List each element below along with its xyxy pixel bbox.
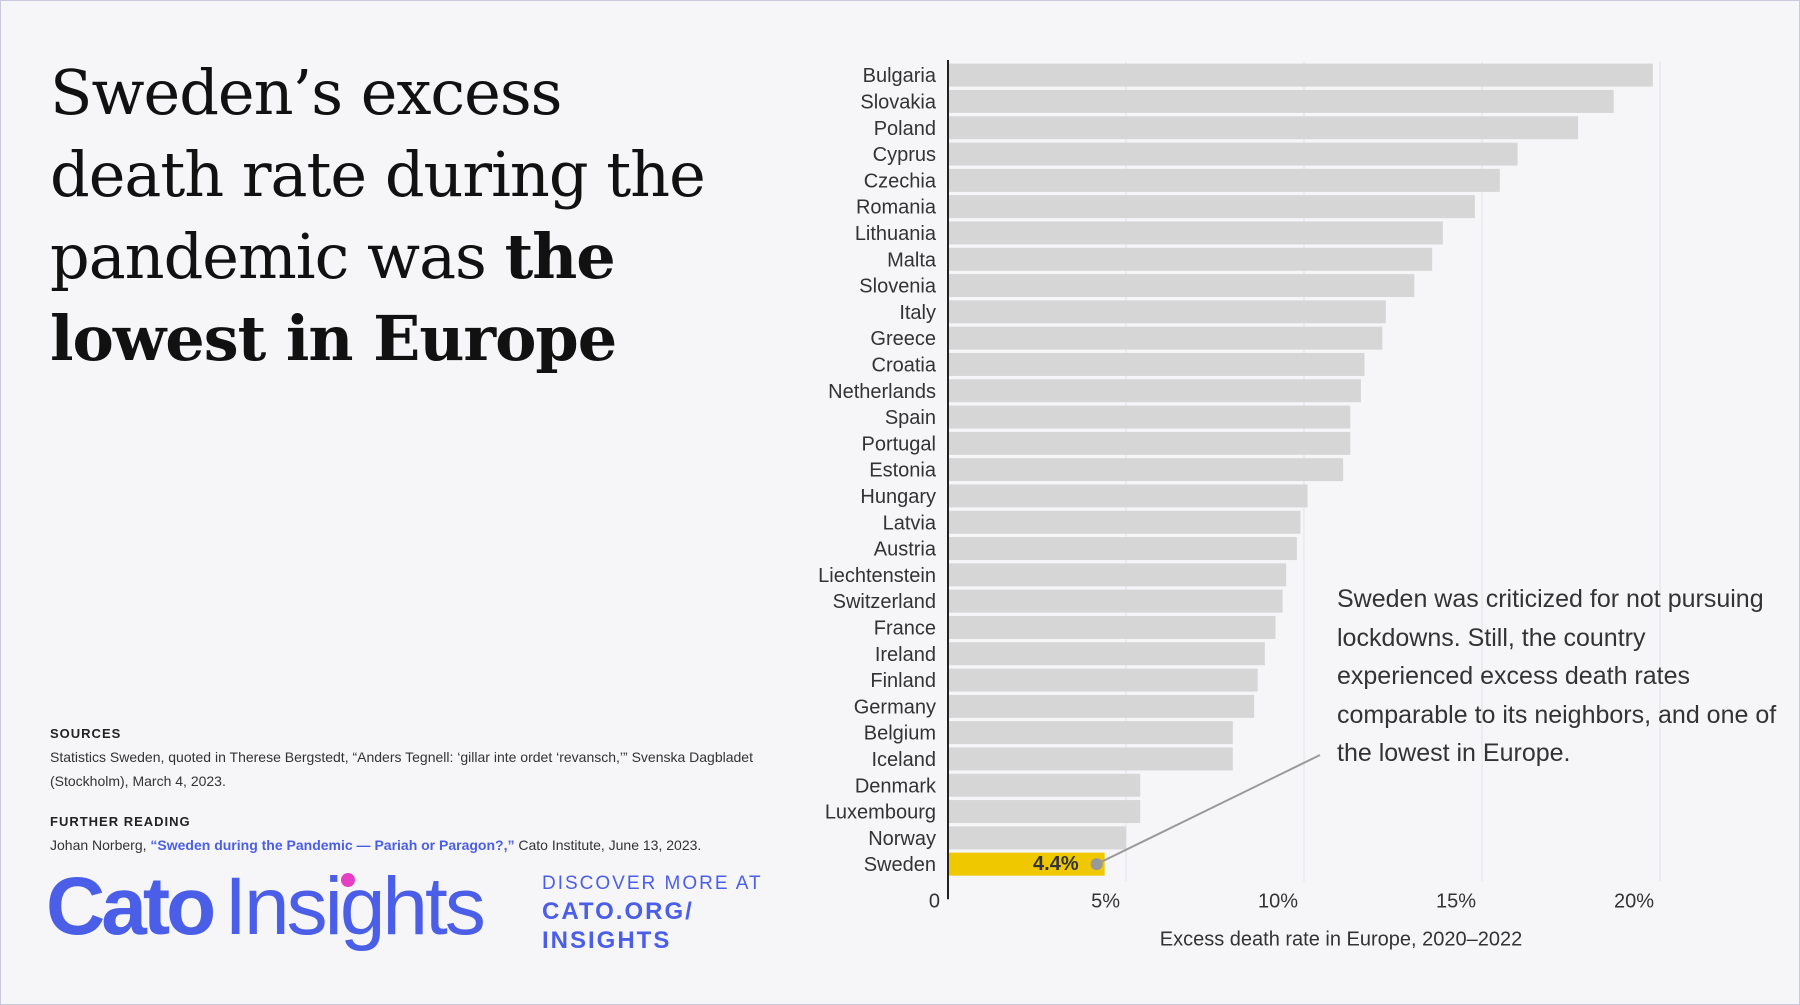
x-axis-title: Excess death rate in Europe, 2020–2022	[1160, 928, 1522, 950]
bar-slovenia	[948, 274, 1415, 298]
author: Johan Norberg,	[50, 837, 151, 853]
category-label: Czechia	[864, 170, 937, 192]
category-label: Slovenia	[859, 276, 937, 298]
bar-malta	[948, 247, 1433, 271]
page-title: Sweden’s excess death rate during the pa…	[50, 52, 750, 380]
bar-denmark	[948, 773, 1141, 797]
sources-heading: SOURCES	[50, 726, 122, 741]
category-label: Netherlands	[828, 381, 936, 403]
bar-norway	[948, 826, 1126, 850]
logo-insights: Insights	[224, 861, 486, 952]
category-label: France	[874, 617, 936, 639]
bar-portugal	[948, 431, 1351, 455]
x-tick-label: 10%	[1258, 890, 1298, 912]
further-reading-heading: FURTHER READING	[50, 814, 191, 829]
category-label: Norway	[868, 828, 936, 850]
bar-hungary	[948, 484, 1308, 508]
category-label: Portugal	[862, 433, 937, 455]
category-label: Sweden	[864, 854, 936, 876]
bar-greece	[948, 326, 1383, 350]
bar-liechtenstein	[948, 563, 1287, 587]
category-label: Poland	[874, 118, 936, 140]
category-label: Italy	[899, 302, 936, 324]
category-label: Greece	[870, 328, 936, 350]
bar-luxembourg	[948, 800, 1141, 824]
url-line1: CATO.ORG/	[542, 898, 694, 925]
category-label: Switzerland	[833, 591, 936, 613]
bar-austria	[948, 537, 1297, 561]
cato-insights-logo: Cato Insights	[46, 861, 486, 952]
publisher: Cato Institute, June 13, 2023.	[514, 837, 702, 853]
category-label: Denmark	[855, 775, 937, 797]
category-label: Malta	[887, 249, 937, 271]
bar-iceland	[948, 747, 1233, 771]
category-label: Estonia	[869, 460, 937, 482]
category-label: Belgium	[864, 723, 936, 745]
annotation: Sweden was criticized for not pursuing l…	[1337, 585, 1777, 767]
bar-slovakia	[948, 89, 1614, 113]
category-label: Luxembourg	[825, 802, 936, 824]
bar-ireland	[948, 642, 1265, 666]
article-link[interactable]: “Sweden during the Pandemic — Pariah or …	[150, 837, 515, 853]
bar-sweden	[948, 852, 1105, 876]
bar-latvia	[948, 510, 1301, 534]
logo-dot	[341, 873, 355, 887]
x-tick-label: 0	[929, 890, 940, 912]
discover-more: DISCOVER MORE AT	[542, 873, 763, 894]
leader-dot	[1090, 858, 1103, 871]
category-label: Cyprus	[873, 144, 936, 166]
bar-netherlands	[948, 379, 1361, 403]
sources-text: Statistics Sweden, quoted in Therese Ber…	[50, 749, 753, 789]
bar-italy	[948, 300, 1386, 324]
value-label: 4.4%	[1033, 853, 1079, 875]
bar-cyprus	[948, 142, 1518, 166]
insights-url[interactable]: CATO.ORG/INSIGHTS	[542, 897, 694, 955]
category-label: Croatia	[872, 354, 937, 376]
category-label: Finland	[870, 670, 936, 692]
bar-belgium	[948, 721, 1233, 745]
category-label: Iceland	[872, 749, 937, 771]
bar-spain	[948, 405, 1351, 429]
bar-croatia	[948, 352, 1365, 376]
category-label: Germany	[854, 696, 936, 718]
bar-switzerland	[948, 589, 1283, 613]
x-tick-label: 20%	[1614, 890, 1654, 912]
category-label: Hungary	[860, 486, 936, 508]
title-regular: Sweden’s excess death rate during the pa…	[50, 56, 706, 293]
further-reading-text: Johan Norberg, “Sweden during the Pandem…	[50, 833, 770, 857]
bar-czechia	[948, 168, 1500, 192]
category-label: Lithuania	[855, 223, 937, 245]
category-label: Latvia	[883, 512, 937, 534]
x-tick-label: 15%	[1436, 890, 1476, 912]
category-label: Austria	[874, 539, 937, 561]
bar-bulgaria	[948, 63, 1653, 87]
leader-line	[1096, 754, 1321, 866]
bar-finland	[948, 668, 1258, 692]
category-label: Ireland	[875, 644, 936, 666]
bar-lithuania	[948, 221, 1443, 245]
category-label: Bulgaria	[863, 65, 937, 87]
category-label: Spain	[885, 407, 936, 429]
url-line2: INSIGHTS	[542, 927, 672, 954]
bar-france	[948, 615, 1276, 639]
title-bold: the lowest in Europe	[50, 220, 617, 375]
category-label: Liechtenstein	[818, 565, 936, 587]
category-label: Romania	[856, 197, 937, 219]
bar-poland	[948, 116, 1579, 140]
x-tick-label: 5%	[1091, 890, 1120, 912]
bar-estonia	[948, 458, 1344, 482]
bar-romania	[948, 195, 1475, 219]
logo-cato: Cato	[46, 861, 216, 952]
category-label: Slovakia	[860, 91, 936, 113]
bar-germany	[948, 694, 1255, 718]
